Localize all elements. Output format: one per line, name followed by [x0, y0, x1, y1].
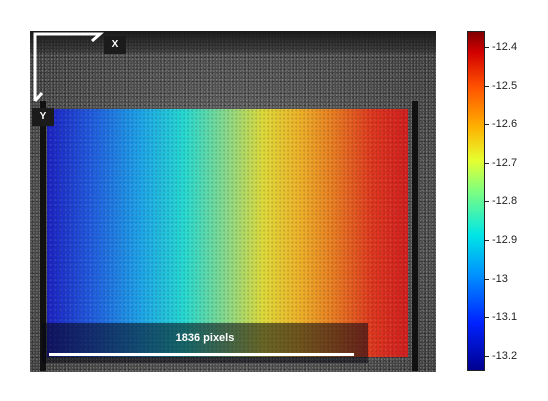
colorbar-tick-label: -12.7	[492, 157, 518, 169]
colorbar-tick-label: -13.2	[492, 350, 518, 362]
colorbar-tick	[485, 47, 489, 48]
colorbar-tick	[485, 201, 489, 202]
scale-bar-panel	[42, 323, 368, 363]
specimen-right-edge	[412, 101, 418, 371]
colorbar-tick-label: -12.9	[492, 234, 518, 246]
coordinate-axes-icon	[33, 32, 104, 102]
y-axis-label: Y	[32, 108, 54, 126]
colorbar-tick	[485, 240, 489, 241]
specimen-top-edge	[30, 31, 436, 53]
colorbar-tick-label: -12.8	[492, 195, 518, 207]
colorbar-tick-label: -12.5	[492, 80, 518, 92]
colorbar-tick	[485, 86, 489, 87]
colorbar-tick-label: -13.1	[492, 311, 518, 323]
colorbar-tick	[485, 356, 489, 357]
colorbar-tick-label: -12.6	[492, 118, 518, 130]
overlay-speckle	[47, 109, 408, 357]
x-axis-label: X	[104, 36, 126, 54]
colorbar-tick	[485, 163, 489, 164]
field-overlay	[47, 109, 408, 357]
colorbar-tick	[485, 279, 489, 280]
scale-bar-label: 1836 pixels	[175, 332, 235, 344]
specimen-left-edge	[40, 101, 46, 371]
colorbar-tick	[485, 124, 489, 125]
scale-bar-line	[49, 353, 354, 356]
colorbar-tick-label: -12.4	[492, 41, 518, 53]
image-viewport[interactable]: 1836 pixels X Y	[30, 31, 436, 372]
colorbar-tick-label: -13	[492, 273, 508, 285]
colorbar	[467, 31, 485, 371]
colorbar-tick	[485, 317, 489, 318]
